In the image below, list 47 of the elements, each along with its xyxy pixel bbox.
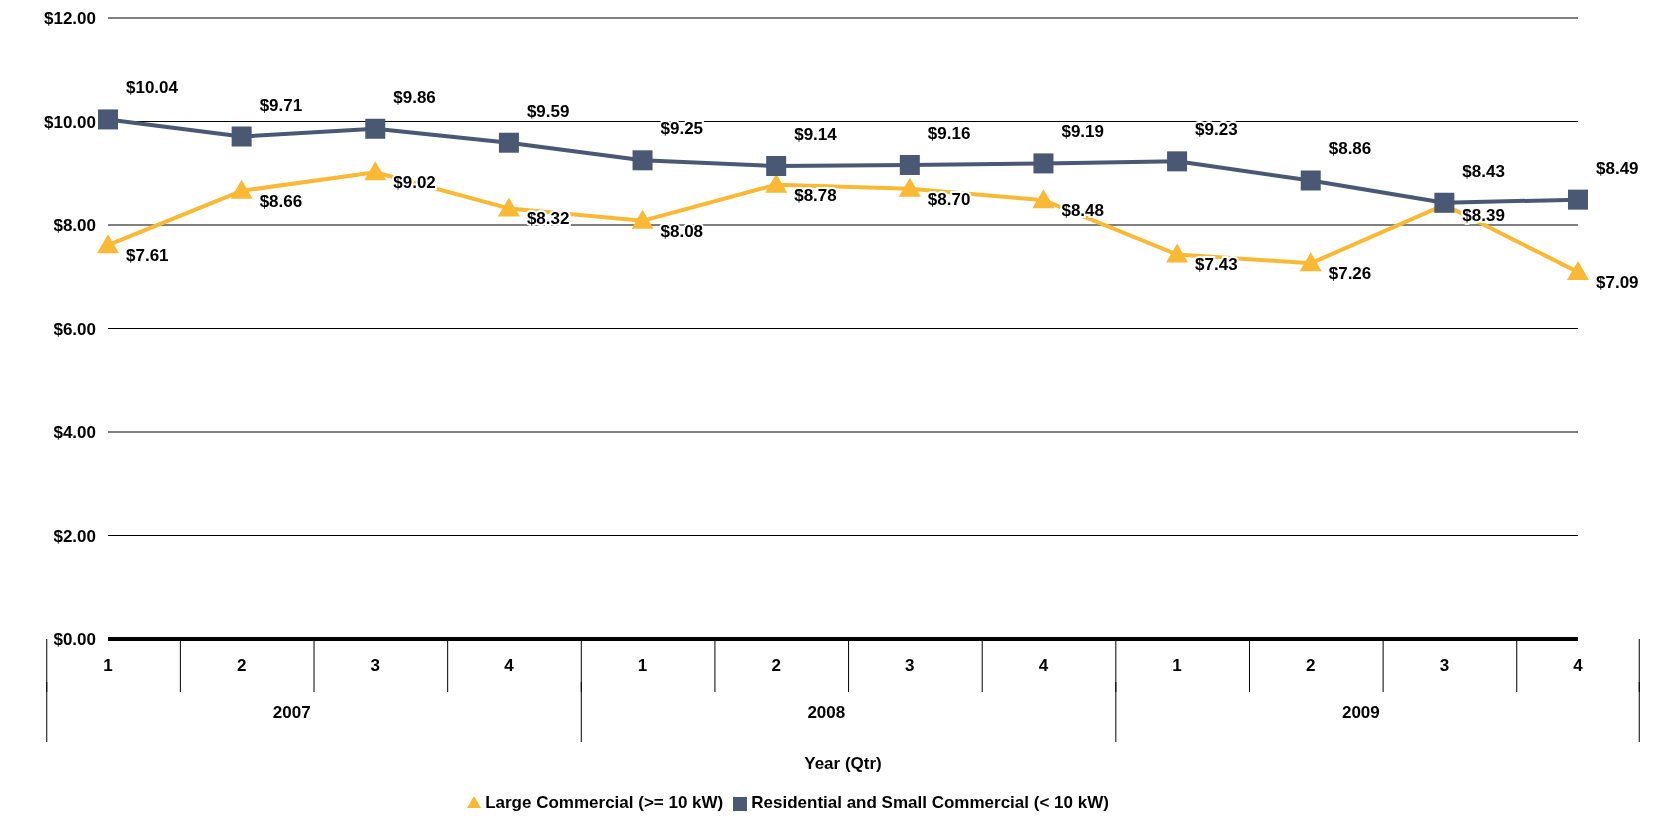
data-label: $9.14 — [794, 125, 838, 145]
y-tick-label: $4.00 — [53, 423, 96, 443]
data-label: $9.23 — [1195, 120, 1238, 140]
y-tick-label: $10.00 — [44, 112, 96, 132]
data-label: $9.25 — [660, 119, 704, 139]
x-tick-label: 4 — [1038, 656, 1049, 675]
text: 2008 — [807, 703, 846, 722]
x-tick-label: 4 — [1573, 656, 1584, 675]
x-tick-label: 3 — [370, 656, 381, 675]
x-tick-label: 1 — [103, 656, 113, 675]
x-tick-label: 4 — [504, 656, 515, 675]
data-label: $7.43 — [1195, 255, 1238, 275]
x-tick-label: 1 — [637, 656, 648, 675]
y-tick-label: $2.00 — [53, 526, 96, 546]
data-label: $7.09 — [1596, 273, 1639, 293]
data-label: $9.86 — [393, 87, 436, 107]
x-tick-label: 3 — [1439, 656, 1450, 675]
legend-label: Large Commercial (>= 10 kW) — [485, 793, 724, 812]
data-label: $7.26 — [1328, 264, 1372, 284]
legend-label: Residential and Small Commercial (< 10 kW) — [751, 793, 1109, 812]
data-label: $9.71 — [259, 95, 303, 115]
data-label: $9.19 — [1061, 122, 1104, 142]
y-tick-label: $0.00 — [53, 630, 96, 650]
data-label: $8.86 — [1328, 139, 1372, 159]
x-tick-label: 2 — [771, 656, 781, 675]
text: 2009 — [1341, 703, 1380, 722]
data-label: $7.61 — [126, 246, 169, 266]
data-label: $8.08 — [660, 221, 704, 241]
data-label: $8.66 — [259, 191, 303, 211]
x-tick-label: 2 — [236, 656, 247, 675]
y-tick-label: $12.00 — [44, 9, 96, 29]
data-label: $9.16 — [927, 123, 971, 143]
data-label: $8.39 — [1462, 205, 1505, 225]
data-label: $8.43 — [1462, 161, 1505, 181]
text: 2007 — [272, 703, 311, 722]
y-tick-label: $8.00 — [53, 216, 96, 236]
data-label: $8.78 — [794, 185, 837, 205]
data-label: $8.32 — [526, 209, 570, 229]
x-tick-label: 2 — [1305, 656, 1316, 675]
x-axis-title: Year (Qtr) — [804, 754, 882, 773]
x-tick-label: 1 — [1172, 656, 1182, 675]
x-tick-label: 3 — [905, 656, 915, 675]
data-label: $9.59 — [526, 101, 570, 121]
data-label: $10.04 — [126, 78, 179, 98]
y-tick-label: $6.00 — [53, 319, 96, 339]
data-label: $8.49 — [1596, 158, 1639, 178]
data-label: $8.70 — [927, 189, 971, 209]
